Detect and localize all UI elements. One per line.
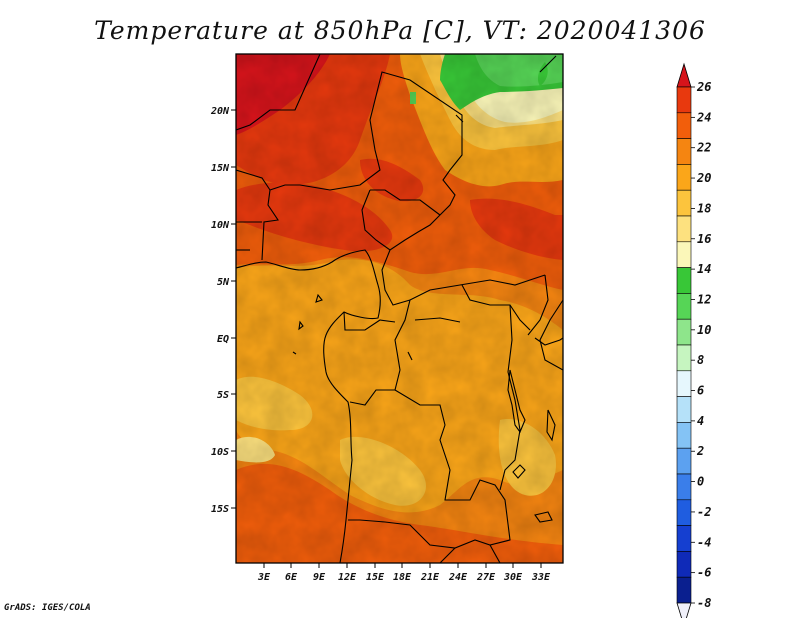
colorbar-swatch	[676, 396, 692, 423]
lon-label-21e: 21E	[420, 572, 440, 583]
lat-label-5s: 5S	[217, 390, 229, 401]
colorbar-label: -2	[697, 505, 711, 519]
colorbar-swatch	[676, 164, 692, 191]
colorbar-label: 22	[696, 141, 711, 155]
colorbar-top-arrow	[676, 62, 692, 88]
lon-label-30e: 30E	[503, 572, 523, 583]
colorbar-swatch	[676, 344, 692, 372]
country-borders	[236, 54, 563, 563]
colorbar-label: 0	[697, 475, 704, 489]
colorbar-label: 12	[697, 292, 711, 306]
lat-axis	[231, 109, 236, 509]
colorbar-label: 14	[697, 262, 711, 276]
map-frame	[235, 53, 564, 564]
colorbar-swatch	[676, 551, 692, 578]
colorbar-swatch	[676, 189, 692, 217]
lat-label-10n: 10N	[211, 220, 230, 231]
lat-label-20n: 20N	[210, 106, 230, 117]
colorbar-swatch	[676, 293, 692, 320]
lat-label-5n: 5N	[217, 277, 230, 288]
colorbar-label: -4	[697, 535, 711, 549]
colorbar-swatch	[676, 241, 692, 268]
colorbar-label: -6	[697, 566, 711, 580]
colorbar-label: 16	[697, 232, 711, 246]
colorbar-label: 8	[697, 353, 704, 367]
colorbar-swatch	[676, 447, 692, 475]
colorbar-label: 20	[696, 171, 711, 185]
grads-credit: GrADS: IGES/COLA	[4, 603, 91, 613]
colorbar-swatch	[676, 370, 692, 397]
colorbar-label: 26	[696, 80, 711, 94]
lon-label-15e: 15E	[366, 572, 385, 583]
colorbar-swatch	[676, 138, 692, 165]
lon-label-24e: 24E	[448, 572, 468, 583]
colorbar-swatch	[676, 215, 692, 243]
colorbar-label: 18	[697, 201, 711, 215]
colorbar-swatch	[676, 422, 692, 449]
colorbar-label: -8	[697, 596, 711, 610]
colorbar-swatch	[676, 499, 692, 526]
colorbar-label: 24	[696, 110, 711, 124]
chart-title: Temperature at 850hPa [C], VT: 202004130…	[94, 16, 706, 45]
lon-label-9e: 9E	[313, 572, 326, 583]
lat-label-15s: 15S	[211, 504, 229, 515]
temperature-field	[236, 54, 563, 563]
colorbar-label: 6	[697, 384, 704, 398]
colorbar-label: 10	[697, 323, 711, 337]
colorbar	[676, 62, 692, 618]
lon-label-6e: 6E	[285, 572, 298, 583]
colorbar-swatch	[676, 576, 692, 604]
lon-label-18e: 18E	[393, 572, 412, 583]
colorbar-swatch	[676, 473, 692, 501]
colorbar-swatch	[676, 267, 692, 294]
colorbar-swatch	[676, 318, 692, 346]
colorbar-swatch	[676, 86, 692, 114]
lat-label-10s: 10S	[211, 447, 229, 458]
colorbar-label: 4	[697, 414, 704, 428]
colorbar-bottom-arrow	[676, 602, 692, 618]
lon-label-3e: 3E	[257, 572, 271, 583]
colorbar-swatch	[676, 112, 692, 139]
colorbar-swatch	[676, 525, 692, 552]
colorbar-label: 2	[696, 444, 704, 458]
lat-label-15n: 15N	[211, 163, 230, 174]
lat-label-eq: EQ	[217, 334, 229, 345]
lon-label-12e: 12E	[338, 572, 357, 583]
lon-label-33e: 33E	[531, 572, 551, 583]
lon-label-27e: 27E	[476, 572, 496, 583]
lon-axis	[263, 563, 542, 568]
